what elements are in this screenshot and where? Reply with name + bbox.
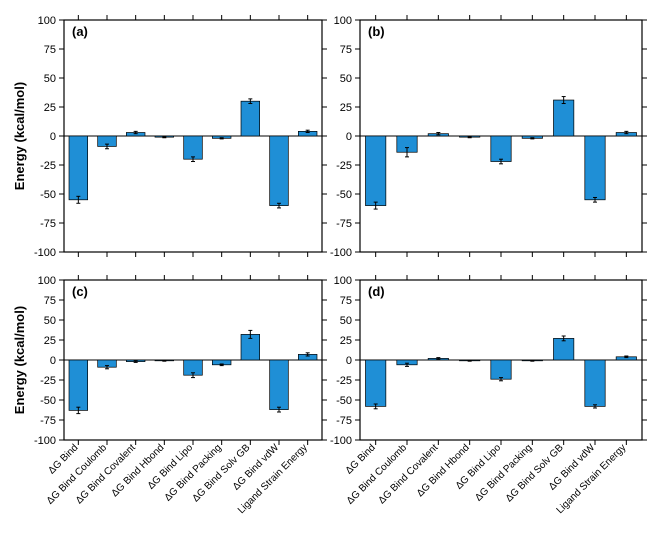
ytick-label: 25 — [44, 102, 56, 114]
ytick-label: -25 — [40, 160, 56, 172]
ytick-label: -50 — [40, 189, 56, 201]
x-category-label: ΔG Bind Solv GB — [504, 442, 566, 504]
ytick-label: 0 — [50, 131, 56, 143]
ytick-label: -100 — [34, 247, 56, 259]
ytick-label: 100 — [334, 15, 352, 27]
panel-b: -100 -75 -50 -25 0 25 50 75 100 (b) — [330, 10, 650, 270]
ytick-label: -75 — [40, 218, 56, 230]
ytick-label: -75 — [40, 415, 56, 427]
chart-grid: -100 -75 -50 -25 0 25 50 75 100 Energy (kcal/mol)… — [10, 10, 650, 530]
ytick-label: 75 — [44, 295, 56, 307]
bar — [365, 136, 385, 206]
ytick-label: 100 — [38, 275, 56, 287]
ytick-label: -25 — [336, 375, 352, 387]
panel-label: (a) — [72, 24, 88, 39]
bar — [491, 136, 511, 162]
panel-label: (c) — [72, 284, 88, 299]
x-category-label: ΔG Bind Packing — [473, 442, 534, 503]
bar — [241, 101, 260, 136]
ytick-label: 50 — [44, 315, 56, 327]
ytick-label: 100 — [334, 275, 352, 287]
ytick-label: 50 — [340, 315, 352, 327]
ytick-label: -100 — [34, 435, 56, 447]
ytick-label: -50 — [336, 189, 352, 201]
ytick-label: 0 — [50, 355, 56, 367]
panel: -100-75-50-250255075100ΔG BindΔG Bind Co… — [10, 270, 330, 530]
ytick-label: 25 — [340, 335, 352, 347]
panel-label: (b) — [368, 24, 385, 39]
ytick-label: -75 — [336, 218, 352, 230]
ytick-label: -50 — [40, 395, 56, 407]
ytick-label: 100 — [38, 15, 56, 27]
ytick-label: 25 — [44, 335, 56, 347]
ytick-label: 0 — [346, 131, 352, 143]
bar — [69, 360, 88, 410]
ytick-label: -25 — [336, 160, 352, 172]
y-axis-label: Energy (kcal/mol) — [12, 82, 27, 190]
ytick-label: -100 — [330, 435, 352, 447]
panel: -100 -75 -50 -25 0 25 50 75 100 (b) — [330, 10, 650, 270]
ytick-label: 25 — [340, 102, 352, 114]
ytick-label: -100 — [330, 247, 352, 259]
ytick-label: 50 — [44, 73, 56, 85]
bar — [585, 360, 605, 406]
ytick-label: -25 — [40, 375, 56, 387]
ytick-label: 75 — [340, 295, 352, 307]
bar — [69, 136, 88, 200]
ytick-label: -50 — [336, 395, 352, 407]
panel-a: -100 -75 -50 -25 0 25 50 75 100 Energy (kcal/mol)… — [10, 10, 330, 270]
ytick-label: 75 — [340, 44, 352, 56]
panel-d: -100-75-50-250255075100ΔG BindΔG Bind Co… — [330, 270, 650, 530]
panel: -100-75-50-250255075100ΔG BindΔG Bind Co… — [330, 270, 650, 530]
bar — [585, 136, 605, 200]
ytick-label: 50 — [340, 73, 352, 85]
ytick-label: 0 — [346, 355, 352, 367]
ytick-label: 75 — [44, 44, 56, 56]
bar — [270, 136, 289, 206]
bar — [553, 338, 573, 360]
bar — [184, 136, 203, 159]
panel-label: (d) — [368, 284, 385, 299]
bar — [365, 360, 385, 406]
panel-c: -100-75-50-250255075100ΔG BindΔG Bind Co… — [10, 270, 330, 530]
ytick-label: -75 — [336, 415, 352, 427]
bar — [491, 360, 511, 379]
y-axis-label: Energy (kcal/mol) — [12, 306, 27, 414]
bar — [553, 100, 573, 136]
panel: -100 -75 -50 -25 0 25 50 75 100 Energy (kcal/mol)… — [10, 10, 330, 270]
bar — [270, 360, 289, 410]
